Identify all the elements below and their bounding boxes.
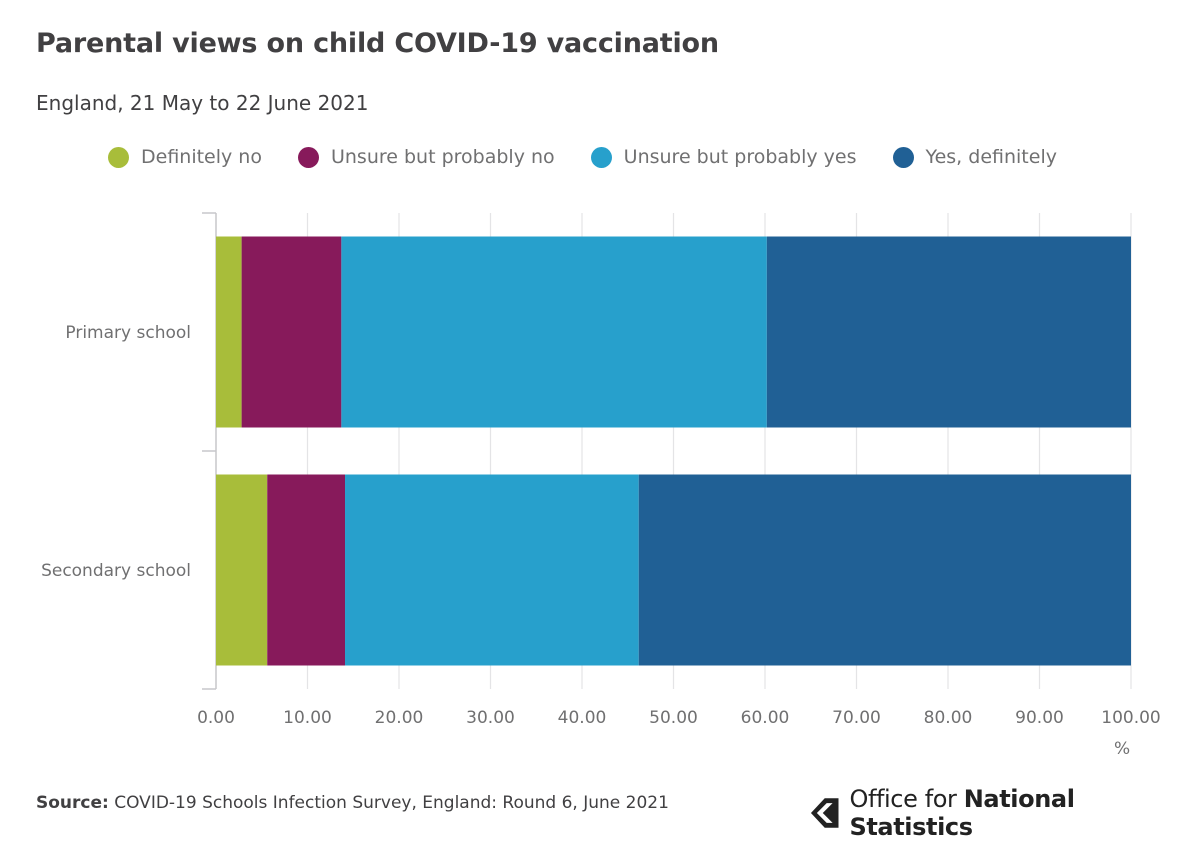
ons-logo: Office for National Statistics [808,785,1200,841]
x-tick-label: 60.00 [741,708,790,728]
legend-label: Unsure but probably no [330,146,555,168]
bar-segment [638,474,1131,666]
legend-item[interactable]: Unsure but probably no [297,146,555,168]
x-tick-label: 50.00 [649,708,698,728]
ons-logo-text-regular: Office for [849,785,957,813]
legend-item[interactable]: Definitely no [108,146,262,168]
legend-swatch [590,146,612,168]
legend-label: Unsure but probably yes [623,146,857,168]
ons-logo-icon [810,798,839,828]
chart-subtitle: England, 21 May to 22 June 2021 [36,91,369,115]
legend-item[interactable]: Yes, definitely [892,146,1057,168]
legend-swatch [297,146,319,168]
x-tick-label: 0.00 [197,708,235,728]
x-tick-label: 80.00 [924,708,973,728]
ons-logo-text: Office for National Statistics [849,785,1200,841]
legend-label: Definitely no [141,146,262,168]
category-label: Primary school [65,323,191,343]
legend-swatch [108,146,129,168]
source-text: COVID-19 Schools Infection Survey, Engla… [114,793,669,813]
x-tick-label: 100.00 [1101,708,1160,728]
x-tick-label: 70.00 [832,708,881,728]
chart-title: Parental views on child COVID-19 vaccina… [36,28,719,59]
legend: Definitely no Unsure but probably no Unsur… [108,146,1093,168]
legend-swatch [892,146,914,168]
bar-segment [766,236,1131,428]
x-tick-label: 40.00 [558,708,607,728]
legend-label: Yes, definitely [925,146,1057,168]
bar-segment [345,474,639,666]
x-tick-label: 90.00 [1015,708,1064,728]
source-note: Source: COVID-19 Schools Infection Surve… [36,793,669,813]
bar-segment [241,236,342,428]
x-tick-label: 30.00 [466,708,515,728]
x-tick-label: 10.00 [283,708,332,728]
legend-item[interactable]: Unsure but probably yes [590,146,857,168]
bar-segment [267,474,346,666]
bar-segment [216,474,268,666]
bar-segment [341,236,767,428]
source-label: Source: [36,793,109,813]
bar-segment [216,236,242,428]
category-label: Secondary school [41,561,191,581]
ons-logo-text-bold: National Statistics [849,785,1075,841]
x-axis-unit-label: % [1114,739,1131,759]
x-tick-label: 20.00 [375,708,424,728]
